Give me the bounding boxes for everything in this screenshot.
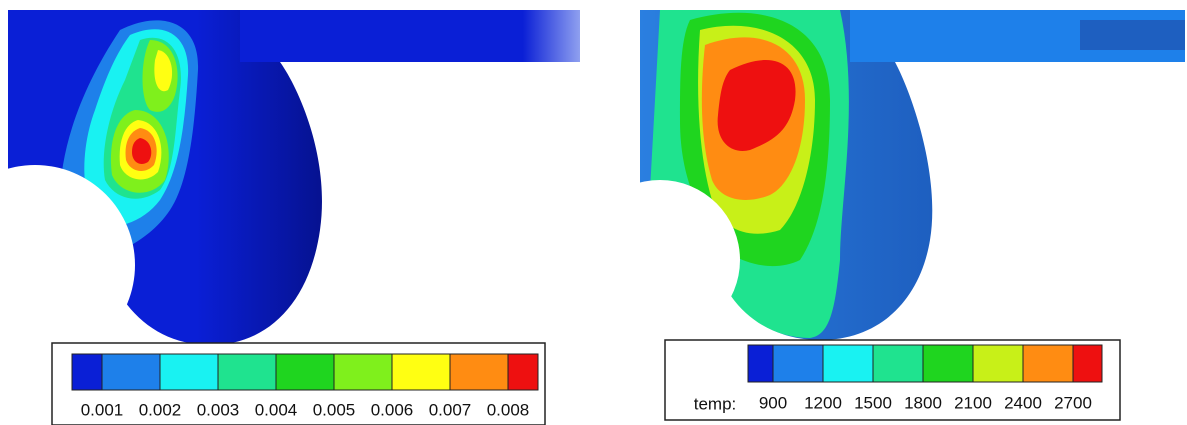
colorbar-swatch (217, 353, 277, 391)
colorbar-tick-label: 0.008 (487, 400, 530, 419)
colorbar-tick-label: 2100 (954, 393, 992, 412)
colorbar-tick-label: 2700 (1054, 393, 1092, 412)
colorbar-swatch (972, 344, 1024, 383)
colorbar-tick-label: 1200 (804, 393, 842, 412)
colorbar-swatch (747, 344, 774, 383)
colorbar-swatch (1072, 344, 1103, 383)
colorbar-swatch (333, 353, 393, 391)
colorbar-swatch (1022, 344, 1074, 383)
colorbar-tick-label: 0.002 (139, 400, 182, 419)
colorbar-tick-label: 900 (759, 393, 787, 412)
colorbar-tick-label: 0.006 (371, 400, 414, 419)
right-colorbar: temp: 900 1200 1500 1800 2100 2400 2700 (664, 339, 1121, 421)
colorbar-swatch (275, 353, 335, 391)
colorbar-tick-label: 2400 (1004, 393, 1042, 412)
colorbar-tick-label: 0.001 (81, 400, 124, 419)
colorbar-tick-label: 1800 (904, 393, 942, 412)
colorbar-swatch (159, 353, 219, 391)
colorbar-swatch (391, 353, 451, 391)
colorbar-swatch (71, 353, 103, 391)
left-colorbar: 0.001 0.002 0.003 0.004 0.005 0.006 0.007 0.008 (51, 342, 546, 425)
colorbar-tick-label: 0.005 (313, 400, 356, 419)
colorbar-swatch (872, 344, 924, 383)
colorbar-tick-label: 1500 (854, 393, 892, 412)
colorbar-swatch (449, 353, 509, 391)
colorbar-swatch (822, 344, 874, 383)
colorbar-swatch (922, 344, 974, 383)
colorbar-tick-label: 0.007 (429, 400, 472, 419)
colorbar-swatch (101, 353, 161, 391)
colorbar-swatch (507, 353, 539, 391)
colorbar-tick-label: 0.004 (255, 400, 298, 419)
colorbar-swatch (772, 344, 824, 383)
colorbar-tick-label: 0.003 (197, 400, 240, 419)
colorbar-label: temp: (694, 394, 737, 413)
